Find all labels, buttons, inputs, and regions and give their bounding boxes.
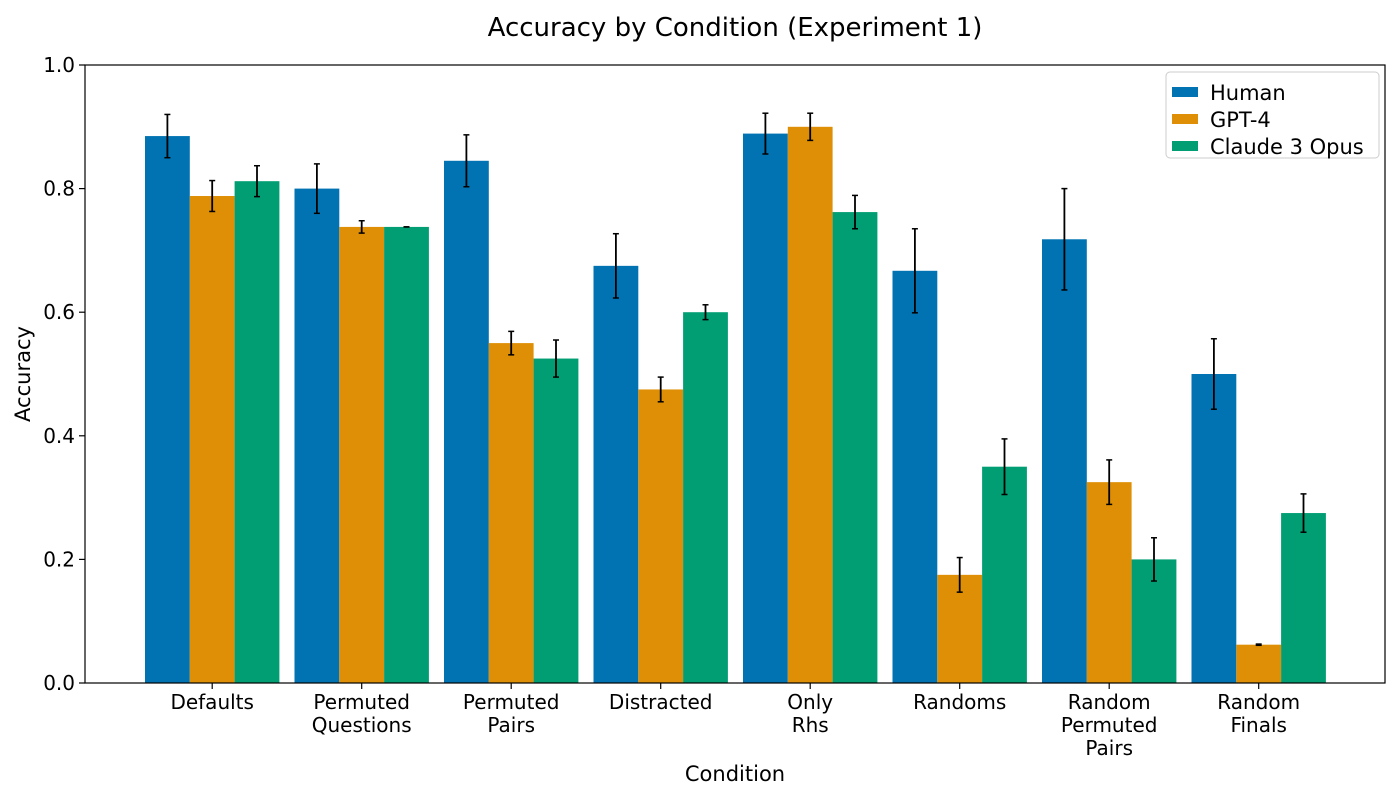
y-tick-label: 0.2 — [43, 547, 75, 571]
x-tick-label: Random Finals — [1217, 690, 1300, 737]
x-tick-label-line: Finals — [1230, 713, 1287, 737]
x-tick-label-line: Pairs — [1085, 736, 1133, 760]
y-axis-title: Accuracy — [11, 326, 35, 422]
bar — [339, 226, 385, 683]
x-tick-label-line: Random — [1068, 690, 1151, 714]
x-tick-label-line: Rhs — [792, 713, 829, 737]
legend-label: Claude 3 Opus — [1210, 135, 1364, 159]
x-tick-label-line: Randoms — [913, 690, 1006, 714]
y-axis: 0.0 0.2 0.4 0.6 0.8 1.0 — [43, 53, 85, 695]
x-tick-label: Permuted Questions — [312, 690, 412, 737]
x-tick-label-line: Permuted — [463, 690, 560, 714]
bar — [982, 466, 1027, 683]
x-tick-label: Randoms — [913, 690, 1006, 714]
y-tick-label: 0.8 — [43, 177, 75, 201]
bar — [1042, 239, 1087, 683]
legend-label: Human — [1210, 81, 1286, 105]
x-tick-label-line: Permuted — [1061, 713, 1158, 737]
x-tick-label-line: Random — [1217, 690, 1300, 714]
bar — [638, 389, 684, 683]
bar — [488, 343, 534, 683]
bar — [832, 212, 878, 684]
bar — [1236, 644, 1282, 683]
bar — [1086, 482, 1132, 683]
legend-swatch — [1172, 114, 1198, 124]
x-tick-label-line: Only — [787, 690, 833, 714]
x-tick-label-line: Distracted — [609, 690, 713, 714]
chart-title: Accuracy by Condition (Experiment 1) — [488, 13, 983, 43]
bar — [593, 265, 639, 683]
legend-swatch — [1172, 141, 1198, 151]
x-tick-label-line: Pairs — [487, 713, 535, 737]
bar — [892, 270, 938, 683]
legend: Human GPT-4 Claude 3 Opus — [1165, 71, 1380, 159]
bar — [234, 181, 280, 683]
plot-frame — [84, 64, 1386, 684]
y-tick-label: 0.0 — [43, 671, 75, 695]
bar — [1281, 513, 1326, 683]
x-tick-label: Defaults — [170, 690, 254, 714]
bar — [384, 226, 429, 683]
y-tick-label: 0.6 — [43, 300, 75, 324]
x-tick-label: Random Permuted Pairs — [1061, 690, 1158, 760]
x-tick-label: Only Rhs — [787, 690, 833, 737]
x-tick-label-line: Permuted — [313, 690, 410, 714]
bar — [743, 133, 788, 683]
plot-area — [145, 112, 1326, 684]
x-tick-label-line: Questions — [312, 713, 412, 737]
bar — [533, 358, 579, 683]
x-tick-label: Permuted Pairs — [463, 690, 560, 737]
x-tick-label-line: Defaults — [170, 690, 254, 714]
y-tick-label: 1.0 — [43, 53, 75, 77]
x-tick-label: Distracted — [609, 690, 713, 714]
legend-frame — [1165, 71, 1380, 159]
bar — [294, 188, 340, 683]
bar — [145, 136, 190, 683]
bar — [1191, 374, 1237, 683]
bar — [189, 196, 235, 684]
x-axis-title: Condition — [685, 762, 785, 786]
y-tick-label: 0.4 — [43, 424, 75, 448]
bar — [683, 312, 728, 683]
legend-swatch — [1172, 87, 1198, 97]
legend-label: GPT-4 — [1210, 108, 1271, 132]
bar — [787, 126, 833, 684]
bar — [444, 160, 489, 684]
